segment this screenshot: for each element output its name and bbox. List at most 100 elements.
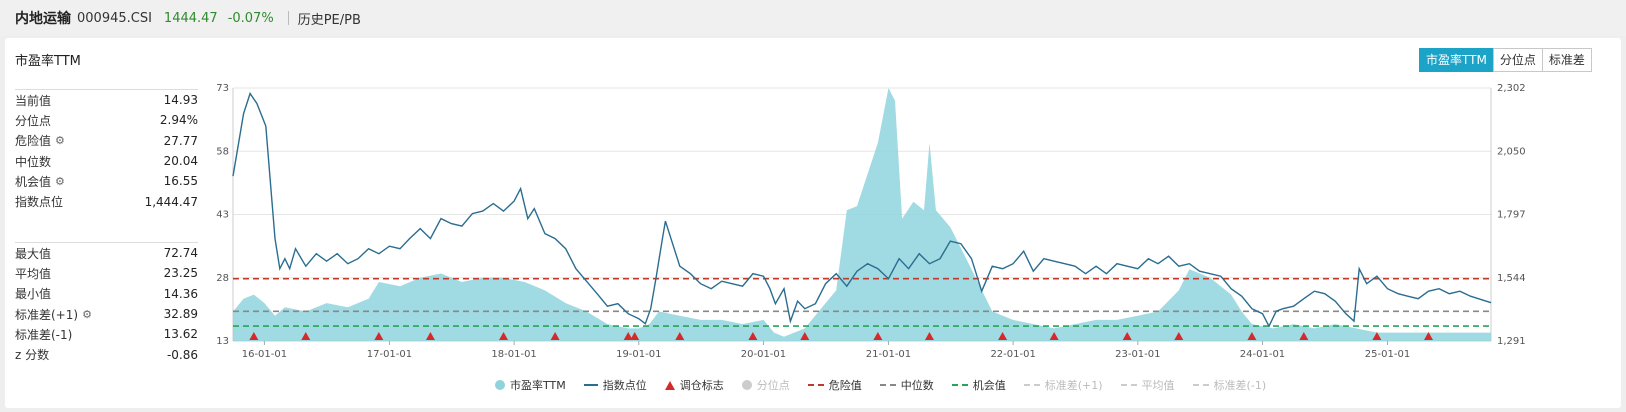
legend-item[interactable]: 标准差(-1) [1192,377,1266,393]
stats-current: 当前值 14.93 分位点 2.94% 危险值 ⚙ 27.77 中位数 20.04 机会值 ⚙ 16.… [15,90,198,212]
stat-label: 当前值 [15,93,52,108]
dash-line-icon [1120,384,1137,386]
legend-label: 危险值 [828,379,862,392]
stat-label: 中位数 [15,154,52,169]
rebalance-marker [1122,332,1132,340]
stat-value: 14.36 [163,286,198,301]
dash-line-icon [879,384,896,386]
stat-value: 20.04 [163,154,198,169]
legend-item[interactable]: 中位数 [879,377,934,393]
legend-label: 平均值 [1141,379,1175,392]
rebalance-marker [748,332,758,340]
x-tick-label: 20-01-01 [741,349,786,360]
stat-row: 平均值 23.25 [15,263,198,283]
legend-item[interactable]: 平均值 [1120,377,1175,393]
dash-line-icon [807,384,824,386]
stat-value: 14.93 [163,93,198,108]
rebalance-marker [499,332,509,340]
rebalance-marker [249,332,259,340]
stat-row: 中位数 20.04 [15,151,198,171]
stat-row: 最大值 72.74 [15,243,198,263]
stat-label: 最大值 [15,246,52,261]
y-left-tick-label: 73 [216,83,229,94]
rebalance-marker [873,332,883,340]
rebalance-marker [1247,332,1257,340]
legend-item[interactable]: 分位点 [741,377,790,393]
x-tick-label: 24-01-01 [1240,349,1285,360]
index-name: 内地运输 [15,11,71,27]
rebalance-marker [998,332,1008,340]
stats-top-divider [15,89,198,90]
legend-label: 中位数 [900,379,934,392]
rebalance-marker [1174,332,1184,340]
legend-item[interactable]: 危险值 [807,377,862,393]
rebalance-marker [1049,332,1059,340]
x-tick-label: 25-01-01 [1365,349,1410,360]
chart-card: 市盈率TTM 市盈率TTM 分位点 标准差 当前值 14.93 分位点 2.94% 危险… [5,38,1621,408]
x-tick-label: 19-01-01 [616,349,661,360]
stat-value: 72.74 [163,246,198,261]
stat-value: 27.77 [163,133,198,148]
gear-icon[interactable]: ⚙ [55,174,65,188]
legend-item[interactable]: 市盈率TTM [495,377,566,393]
legend-item[interactable]: 调仓标志 [664,377,724,393]
stat-label: 危险值 [15,134,52,149]
header-bar: 内地运输 000945.CSI 1444.47 -0.07% 历史PE/PB [0,0,1626,36]
stat-row: 当前值 14.93 [15,90,198,110]
x-tick-label: 16-01-01 [242,349,287,360]
line-icon [583,384,598,386]
dash-line-icon [1192,384,1209,386]
legend-item[interactable]: 标准差(+1) [1023,377,1103,393]
rebalance-marker [374,332,384,340]
rebalance-marker [1299,332,1309,340]
gear-icon[interactable]: ⚙ [55,134,65,148]
stat-row: 标准差(+1) ⚙ 32.89 [15,304,198,324]
history-pe-pb-link[interactable]: 历史PE/PB [297,12,361,28]
legend-item[interactable]: 指数点位 [583,377,647,393]
legend-item[interactable]: 机会值 [951,377,1006,393]
stat-row: 机会值 ⚙ 16.55 [15,171,198,191]
tab-std-dev[interactable]: 标准差 [1541,48,1592,72]
chart-legend: 市盈率TTM 指数点位 调仓标志 分位点 危险值 中位数 机会值 标准差(+1) 平均值 标准差(… [495,377,1266,393]
legend-label: 调仓标志 [679,379,724,392]
y-left-tick-label: 43 [216,210,229,221]
stat-value: 32.89 [163,307,198,322]
y-right-tick-label: 2,050 [1497,146,1526,157]
dash-line-icon [951,384,968,386]
rebalance-marker [301,332,311,340]
y-right-tick-label: 2,302 [1497,83,1526,94]
rebalance-marker [550,332,560,340]
circle-icon [495,380,505,390]
pe-chart: 13 28 43 58 73 1,291 1,544 1,797 2,050 2,302 16-01… [216,83,1526,360]
stat-value: -0.86 [166,347,198,362]
stat-value: 1,444.47 [144,194,198,209]
stat-value: 23.25 [163,266,198,281]
stats-summary: 最大值 72.74 平均值 23.25 最小值 14.36 标准差(+1) ⚙ 32.89 标准差… [15,243,198,365]
rebalance-marker [425,332,435,340]
stat-row: 标准差(-1) 13.62 [15,324,198,344]
stat-row: z 分数 -0.86 [15,344,198,364]
rebalance-marker [675,332,685,340]
stat-label: 机会值 [15,174,52,189]
stat-value: 13.62 [163,327,198,342]
gear-icon[interactable]: ⚙ [82,307,92,321]
index-change: -0.07% [227,10,274,26]
x-tick-label: 17-01-01 [367,349,412,360]
stat-row: 分位点 2.94% [15,110,198,130]
legend-label: 分位点 [756,379,790,392]
stat-value: 16.55 [163,174,198,189]
stats-mid-divider [15,242,198,243]
stat-label: 标准差(+1) [15,307,79,322]
stat-label: 最小值 [15,287,52,302]
index-price: 1444.47 [163,10,218,26]
index-line [232,91,1492,328]
x-tick-label: 21-01-01 [866,349,911,360]
y-left-tick-label: 28 [216,273,229,284]
y-right-tick-label: 1,797 [1497,210,1526,221]
legend-label: 标准差(+1) [1044,379,1103,392]
stat-label: 标准差(-1) [15,327,73,342]
stat-label: 分位点 [15,113,52,128]
stat-row: 危险值 ⚙ 27.77 [15,131,198,151]
x-tick-label: 18-01-01 [491,349,536,360]
circle-icon [741,380,752,390]
